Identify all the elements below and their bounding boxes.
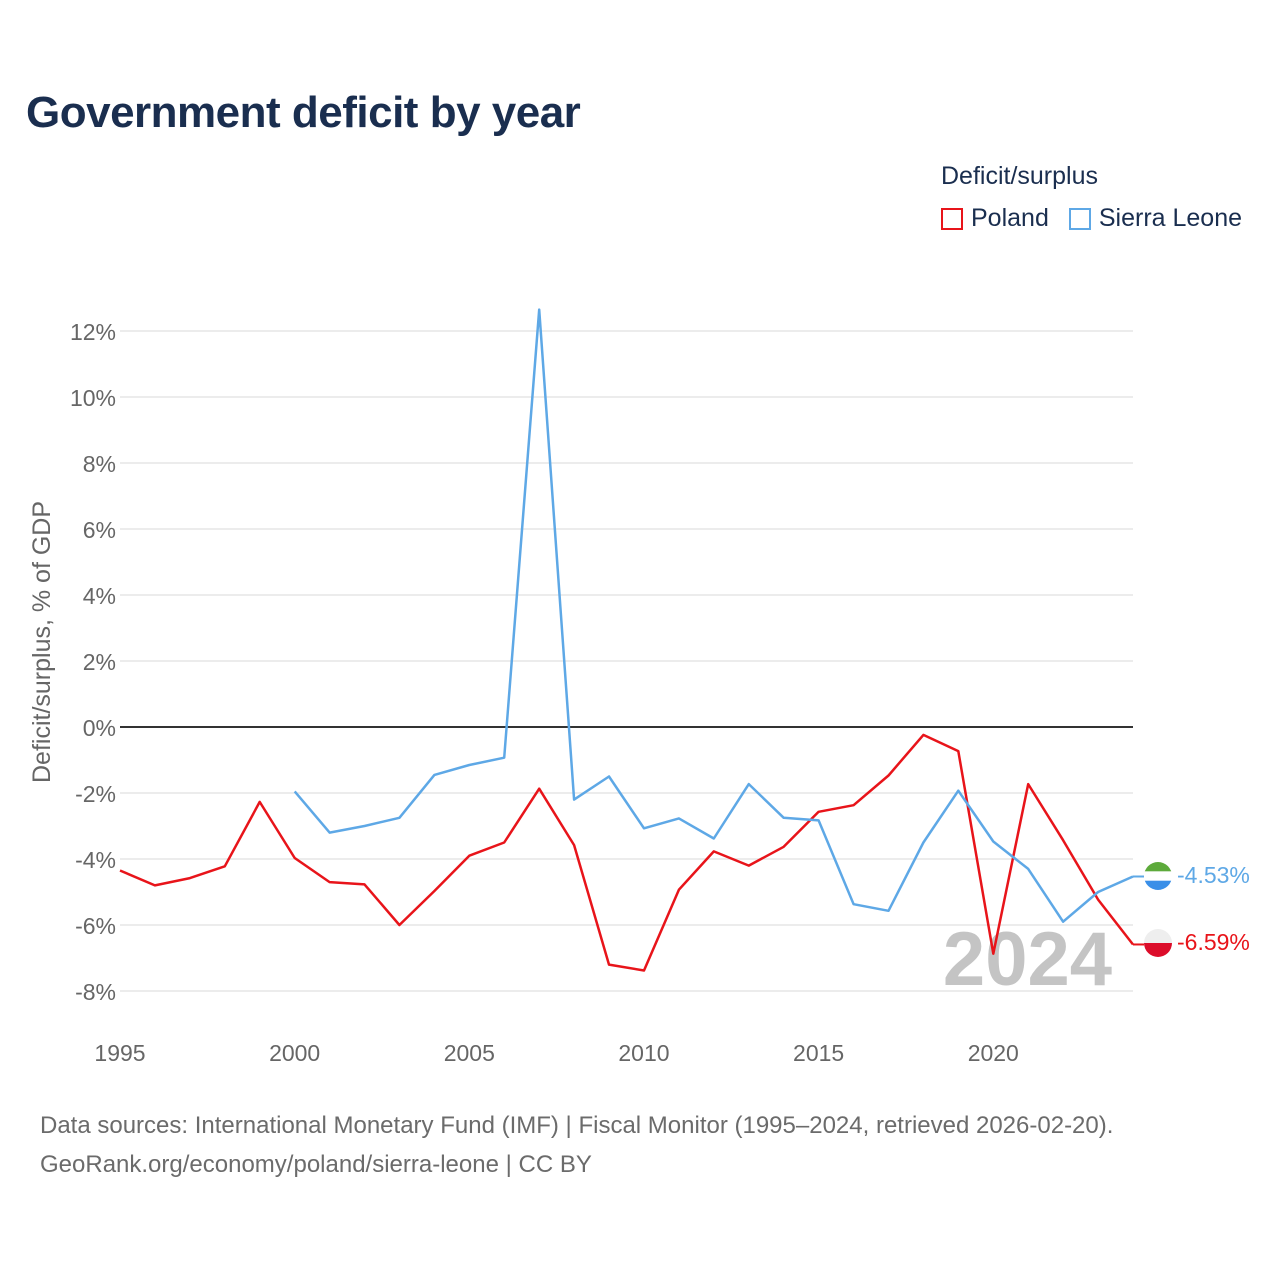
- x-tick-label: 2020: [968, 1040, 1019, 1066]
- gridlines: [120, 330, 1133, 992]
- y-tick-label: 6%: [83, 517, 116, 543]
- y-tick-label: -8%: [75, 979, 116, 1005]
- series-line-sierra-leone: [293, 308, 1134, 923]
- x-tick-label: 2000: [269, 1040, 320, 1066]
- y-tick-label: 8%: [83, 451, 116, 477]
- y-axis-label: Deficit/surplus, % of GDP: [28, 501, 56, 783]
- x-tick-label: 1995: [94, 1040, 145, 1066]
- legend-swatch-poland: [941, 207, 963, 230]
- footer-attribution: GeoRank.org/economy/poland/sierra-leone …: [40, 1151, 592, 1178]
- y-tick-label: -2%: [75, 781, 116, 807]
- poland-end-label: -6.59%: [1177, 929, 1250, 955]
- legend-title: Deficit/surplus: [941, 162, 1098, 190]
- legend-swatch-sierra-leone: [1068, 207, 1091, 230]
- y-tick-label: -6%: [75, 913, 116, 939]
- series-line-poland: [119, 733, 1134, 972]
- y-tick-label: 10%: [70, 385, 116, 411]
- footer: Data sources: International Monetary Fun…: [40, 1106, 1113, 1184]
- x-axis: 1995 2000 2005 2010 2015 2020: [94, 1040, 1018, 1066]
- year-watermark: 2024: [943, 917, 1112, 1002]
- y-tick-label: 2%: [83, 649, 116, 675]
- x-tick-label: 2015: [793, 1040, 844, 1066]
- legend-label-poland: Poland: [971, 204, 1049, 232]
- sierra-leone-end-label: -4.53%: [1177, 862, 1250, 888]
- footer-sources: Data sources: International Monetary Fun…: [40, 1112, 1114, 1139]
- line-chart: 2024 12% 10% 8% 6% 4% 2% 0% -2% -4% -6% -8% 1995 20…: [28, 308, 1250, 1066]
- legend-item-poland[interactable]: Poland: [941, 204, 1049, 233]
- y-tick-label: 0%: [83, 715, 116, 741]
- y-tick-label: 12%: [70, 319, 116, 345]
- y-tick-label: 4%: [83, 583, 116, 609]
- legend-item-sierra-leone[interactable]: Sierra Leone: [1068, 204, 1243, 233]
- chart-title: Government deficit by year: [26, 88, 581, 137]
- poland-flag-icon: [1144, 929, 1172, 957]
- series-layer: [119, 308, 1144, 972]
- y-tick-label: -4%: [75, 847, 116, 873]
- sierra-leone-flag-icon: [1144, 862, 1172, 890]
- x-tick-label: 2005: [444, 1040, 495, 1066]
- legend-label-sierra-leone: Sierra Leone: [1098, 204, 1243, 232]
- legend: Poland Sierra Leone: [941, 204, 1262, 233]
- y-axis: 12% 10% 8% 6% 4% 2% 0% -2% -4% -6% -8%: [70, 319, 116, 1005]
- x-tick-label: 2010: [618, 1040, 669, 1066]
